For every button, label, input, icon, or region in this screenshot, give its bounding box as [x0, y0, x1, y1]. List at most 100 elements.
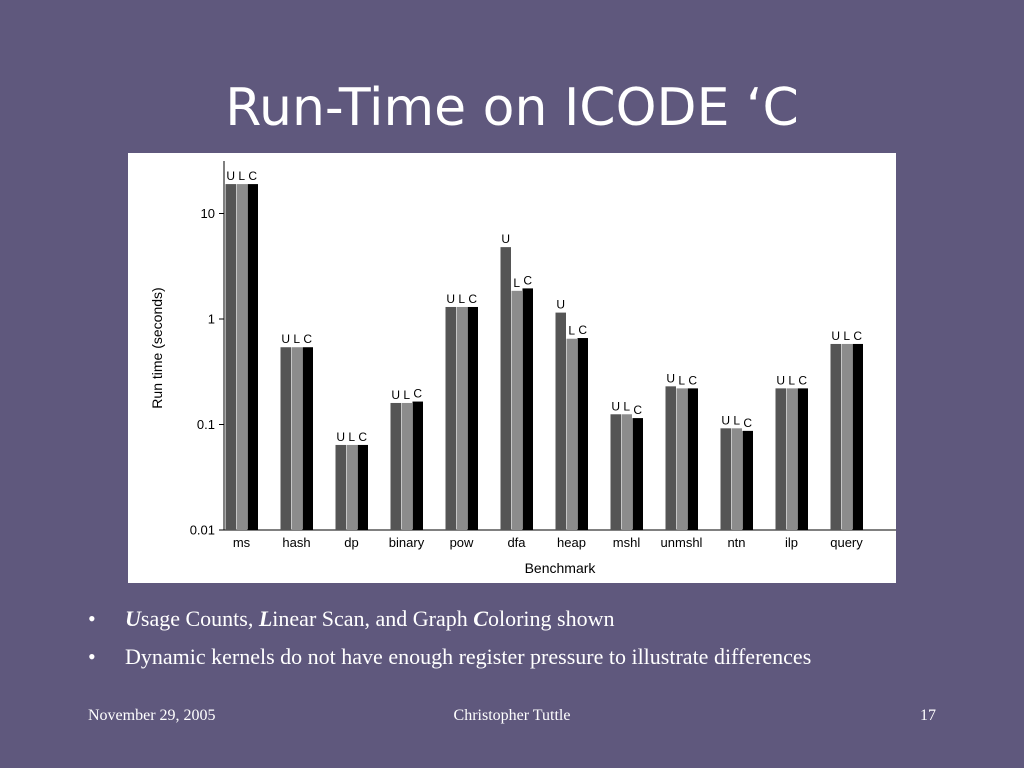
x-tick-label: heap: [557, 535, 586, 550]
bar-c: [302, 347, 313, 530]
bar-c: [632, 418, 643, 530]
slide-title: Run-Time on ICODE ‘C: [225, 78, 799, 138]
bullet-emphasis: C: [473, 606, 488, 631]
bar-label: L: [678, 373, 685, 387]
bar-l: [511, 290, 522, 530]
bar-label: U: [226, 169, 235, 183]
bullet-emphasis: U: [125, 606, 141, 631]
bar-u: [610, 414, 621, 530]
bar-label: C: [743, 416, 752, 430]
bullet-marker: •: [88, 644, 96, 669]
bar-u: [775, 388, 786, 530]
bar-label: C: [303, 332, 312, 346]
bar-l: [621, 414, 632, 530]
x-tick-label: hash: [282, 535, 310, 550]
bar-c: [412, 401, 423, 530]
bar-label: C: [413, 387, 422, 401]
x-tick-label: binary: [389, 535, 425, 550]
bar-l: [566, 338, 577, 530]
bar-l: [841, 343, 852, 530]
bar-label: L: [843, 329, 850, 343]
bar-c: [687, 388, 698, 530]
footer-page-number: 17: [920, 707, 936, 724]
bar-c: [467, 306, 478, 530]
bullet-emphasis: L: [258, 606, 273, 631]
bar-label: U: [611, 399, 620, 413]
bar-c: [742, 430, 753, 530]
y-axis-label: Run time (seconds): [149, 287, 165, 408]
bar-label: C: [358, 430, 367, 444]
bar-l: [786, 388, 797, 530]
bar-u: [445, 306, 456, 530]
bar-label: L: [623, 399, 630, 413]
bar-c: [797, 388, 808, 530]
bar-label: C: [523, 273, 532, 287]
bar-label: C: [853, 329, 862, 343]
bar-label: C: [578, 323, 587, 337]
x-tick-label: pow: [450, 535, 474, 550]
bar-u: [500, 247, 511, 530]
x-tick-label: query: [830, 535, 863, 550]
bar-c: [247, 184, 258, 530]
bars: [225, 184, 863, 530]
x-tick-label: mshl: [613, 535, 641, 550]
bar-u: [555, 312, 566, 530]
bar-u: [665, 386, 676, 530]
bar-label: L: [568, 324, 575, 338]
bar-label: U: [336, 430, 345, 444]
y-tick-label: 0.01: [190, 523, 215, 538]
bullet-text: oloring shown: [487, 606, 615, 631]
bar-label: L: [348, 430, 355, 444]
bar-label: L: [458, 292, 465, 306]
bar-label: U: [831, 329, 840, 343]
axes: 10 1 0.1 0.01 ms hash dp binary pow dfa heap mshl un…: [190, 161, 896, 550]
bar-u: [280, 347, 291, 530]
bar-label: L: [293, 332, 300, 346]
bar-label: U: [556, 298, 565, 312]
x-tick-label: unmshl: [661, 535, 703, 550]
bar-l: [456, 306, 467, 530]
bullet-item: • Dynamic kernels do not have enough regi…: [88, 642, 811, 680]
bar-u: [335, 444, 346, 530]
bar-c: [577, 338, 588, 530]
bar-label: C: [468, 292, 477, 306]
bar-chart: 10 1 0.1 0.01 ms hash dp binary pow dfa heap mshl un…: [149, 161, 896, 576]
bar-u: [390, 402, 401, 530]
x-tick-label: ms: [233, 535, 251, 550]
bar-label: U: [721, 413, 730, 427]
y-tick-label: 1: [208, 312, 215, 327]
bar-label: L: [238, 169, 245, 183]
bar-l: [346, 444, 357, 530]
bar-c: [357, 444, 368, 530]
bar-c: [522, 288, 533, 530]
bar-label: U: [776, 373, 785, 387]
bar-u: [830, 343, 841, 530]
footer-date: November 29, 2005: [88, 707, 216, 724]
bar-label: C: [633, 403, 642, 417]
bar-label: C: [798, 373, 807, 387]
bullet-text: sage Counts,: [140, 606, 259, 631]
bullet-marker: •: [88, 606, 96, 631]
bar-u: [225, 184, 236, 530]
bar-label: L: [733, 413, 740, 427]
bar-label: C: [688, 373, 697, 387]
bar-l: [401, 402, 412, 530]
x-tick-label: ilp: [785, 535, 798, 550]
bar-c: [852, 343, 863, 530]
bar-l: [676, 388, 687, 530]
bar-labels: U L CU L CU L CU L CU L CUL CUL CU L CU L CU L CU L CU L C: [226, 169, 862, 444]
bar-label: L: [788, 373, 795, 387]
bar-label: U: [501, 232, 510, 246]
bar-l: [236, 184, 247, 530]
y-tick-label: 0.1: [197, 417, 215, 432]
bullet-text: Dynamic kernels do not have enough regis…: [125, 644, 812, 669]
bar-u: [720, 428, 731, 530]
footer-author: Christopher Tuttle: [453, 707, 571, 724]
bar-label: L: [513, 276, 520, 290]
bar-label: U: [666, 371, 675, 385]
bullet-list: • Usage Counts, Linear Scan, and Graph Co…: [88, 604, 811, 680]
bar-l: [731, 428, 742, 530]
bar-label: L: [403, 388, 410, 402]
x-axis-label: Benchmark: [525, 560, 597, 576]
chart-panel: 10 1 0.1 0.01 ms hash dp binary pow dfa heap mshl un…: [128, 153, 896, 583]
